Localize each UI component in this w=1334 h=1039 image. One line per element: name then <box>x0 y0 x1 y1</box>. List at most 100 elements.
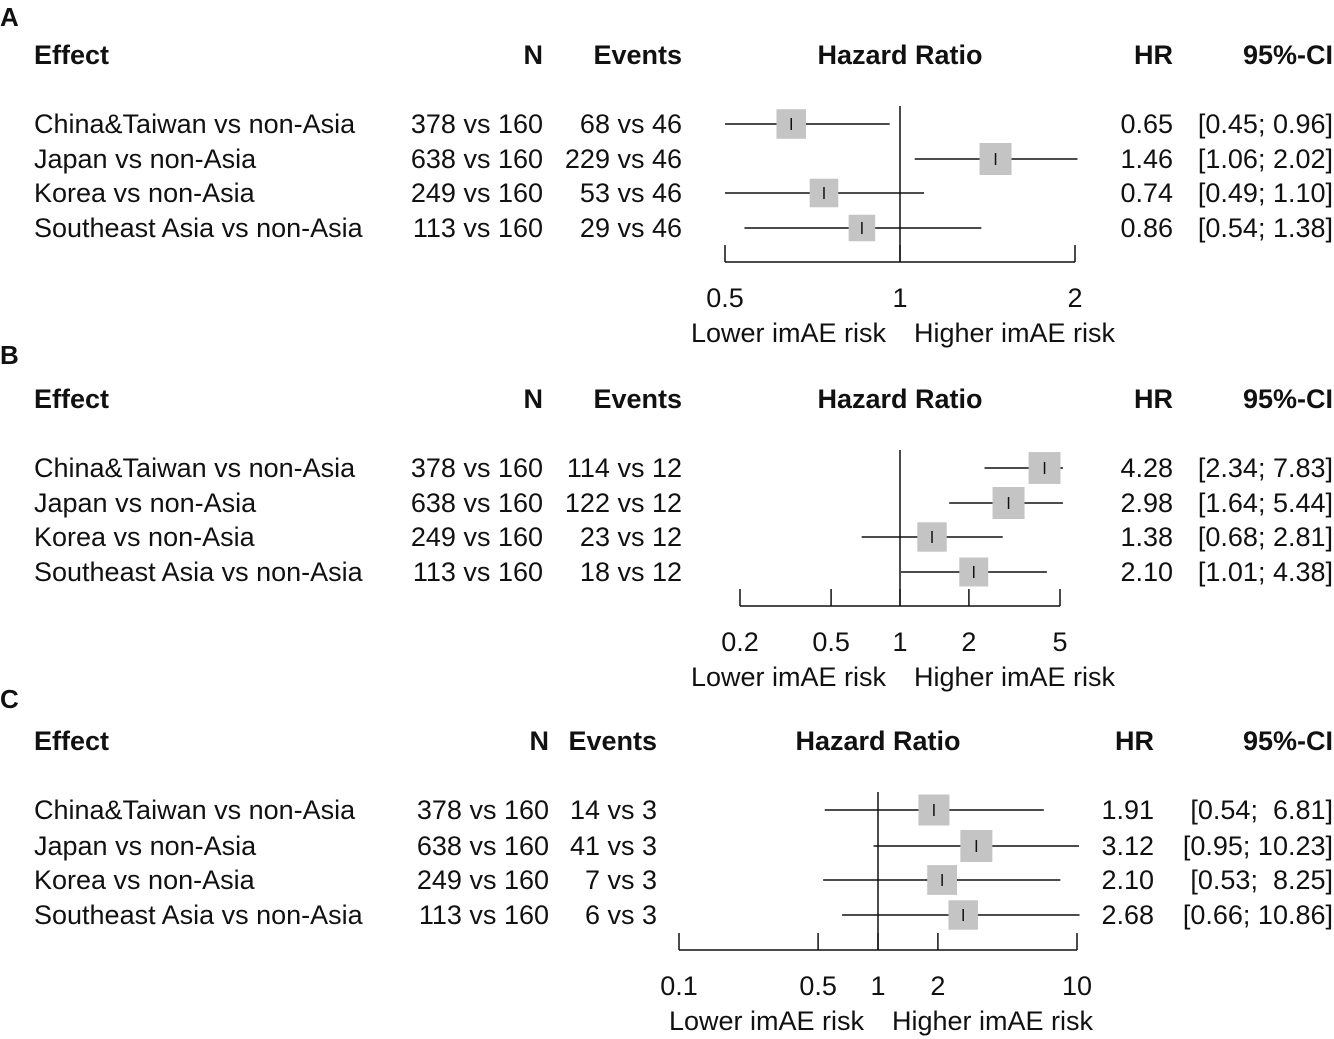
events-value: 14 vs 3 <box>570 795 657 825</box>
column-header-events: Events <box>593 384 682 414</box>
events-value: 29 vs 46 <box>580 213 682 243</box>
higher-risk-label: Higher imAE risk <box>892 1006 1094 1036</box>
lower-risk-label: Lower imAE risk <box>691 662 887 692</box>
hr-value: 3.12 <box>1101 831 1154 861</box>
hr-value: 2.98 <box>1120 488 1173 518</box>
events-value: 53 vs 46 <box>580 178 682 208</box>
ci-value: [0.53; 8.25] <box>1190 865 1333 895</box>
column-header-events: Events <box>568 726 657 756</box>
column-header-ci: 95%-CI <box>1243 40 1333 70</box>
panel-letter: C <box>0 684 19 714</box>
column-header-effect: Effect <box>34 726 109 756</box>
x-axis-tick-label: 2 <box>1067 283 1082 313</box>
effect-label: Japan vs non-Asia <box>34 144 257 174</box>
events-value: 41 vs 3 <box>570 831 657 861</box>
column-header-n: N <box>524 384 544 414</box>
events-value: 122 vs 12 <box>565 488 682 518</box>
x-axis-tick-label: 0.1 <box>660 971 698 1001</box>
lower-risk-label: Lower imAE risk <box>691 318 887 348</box>
effect-label: Japan vs non-Asia <box>34 831 257 861</box>
n-value: 113 vs 160 <box>413 557 543 587</box>
higher-risk-label: Higher imAE risk <box>914 662 1116 692</box>
column-header-hr: HR <box>1134 40 1173 70</box>
n-value: 638 vs 160 <box>417 831 549 861</box>
column-header-ci: 95%-CI <box>1243 384 1333 414</box>
events-value: 114 vs 12 <box>567 453 682 483</box>
hr-value: 2.10 <box>1120 557 1173 587</box>
hr-value: 1.91 <box>1101 795 1154 825</box>
column-header-hazard-ratio: Hazard Ratio <box>817 384 982 414</box>
effect-label: China&Taiwan vs non-Asia <box>34 795 356 825</box>
panel-letter: B <box>0 340 19 370</box>
n-value: 638 vs 160 <box>411 488 543 518</box>
x-axis-tick-label: 2 <box>930 971 945 1001</box>
x-axis-tick-label: 0.5 <box>799 971 837 1001</box>
x-axis-tick-label: 5 <box>1052 627 1067 657</box>
column-header-hr: HR <box>1134 384 1173 414</box>
n-value: 249 vs 160 <box>417 865 549 895</box>
ci-value: [0.54; 6.81] <box>1190 795 1333 825</box>
events-value: 229 vs 46 <box>565 144 682 174</box>
ci-value: [0.68; 2.81] <box>1198 522 1333 552</box>
x-axis-tick-label: 0.5 <box>706 283 744 313</box>
events-value: 23 vs 12 <box>580 522 682 552</box>
n-value: 113 vs 160 <box>413 213 543 243</box>
n-value: 378 vs 160 <box>417 795 549 825</box>
hr-value: 2.10 <box>1101 865 1154 895</box>
n-value: 249 vs 160 <box>411 522 543 552</box>
lower-risk-label: Lower imAE risk <box>669 1006 865 1036</box>
ci-value: [1.01; 4.38] <box>1198 557 1333 587</box>
effect-label: Japan vs non-Asia <box>34 488 257 518</box>
effect-label: Korea vs non-Asia <box>34 865 256 895</box>
n-value: 249 vs 160 <box>411 178 543 208</box>
higher-risk-label: Higher imAE risk <box>914 318 1116 348</box>
events-value: 18 vs 12 <box>580 557 682 587</box>
x-axis-tick-label: 1 <box>892 283 907 313</box>
column-header-hazard-ratio: Hazard Ratio <box>817 40 982 70</box>
hr-value: 0.65 <box>1120 109 1173 139</box>
n-value: 113 vs 160 <box>419 900 549 930</box>
n-value: 378 vs 160 <box>411 453 543 483</box>
ci-value: [1.06; 2.02] <box>1198 144 1333 174</box>
ci-value: [0.66; 10.86] <box>1183 900 1333 930</box>
n-value: 638 vs 160 <box>411 144 543 174</box>
hr-value: 1.46 <box>1120 144 1173 174</box>
effect-label: Southeast Asia vs non-Asia <box>34 213 364 243</box>
events-value: 68 vs 46 <box>580 109 682 139</box>
x-axis-tick-label: 10 <box>1062 971 1092 1001</box>
column-header-n: N <box>524 40 544 70</box>
column-header-hr: HR <box>1115 726 1154 756</box>
panel-letter: A <box>0 2 19 32</box>
hr-value: 4.28 <box>1120 453 1173 483</box>
x-axis-tick-label: 0.5 <box>812 627 850 657</box>
n-value: 378 vs 160 <box>411 109 543 139</box>
events-value: 7 vs 3 <box>585 865 657 895</box>
column-header-effect: Effect <box>34 40 109 70</box>
x-axis-tick-label: 1 <box>870 971 885 1001</box>
column-header-ci: 95%-CI <box>1243 726 1333 756</box>
ci-value: [0.95; 10.23] <box>1183 831 1333 861</box>
events-value: 6 vs 3 <box>585 900 657 930</box>
x-axis-tick-label: 0.2 <box>721 627 759 657</box>
effect-label: Southeast Asia vs non-Asia <box>34 900 364 930</box>
effect-label: China&Taiwan vs non-Asia <box>34 453 356 483</box>
ci-value: [0.54; 1.38] <box>1198 213 1333 243</box>
x-axis-tick-label: 1 <box>892 627 907 657</box>
effect-label: China&Taiwan vs non-Asia <box>34 109 356 139</box>
hr-value: 0.86 <box>1120 213 1173 243</box>
hr-value: 1.38 <box>1120 522 1173 552</box>
x-axis-tick-label: 2 <box>961 627 976 657</box>
effect-label: Korea vs non-Asia <box>34 522 256 552</box>
ci-value: [2.34; 7.83] <box>1198 453 1333 483</box>
hr-value: 2.68 <box>1101 900 1154 930</box>
column-header-hazard-ratio: Hazard Ratio <box>795 726 960 756</box>
ci-value: [0.45; 0.96] <box>1198 109 1333 139</box>
column-header-effect: Effect <box>34 384 109 414</box>
hr-value: 0.74 <box>1120 178 1173 208</box>
ci-value: [1.64; 5.44] <box>1198 488 1333 518</box>
effect-label: Southeast Asia vs non-Asia <box>34 557 364 587</box>
column-header-n: N <box>530 726 550 756</box>
column-header-events: Events <box>593 40 682 70</box>
